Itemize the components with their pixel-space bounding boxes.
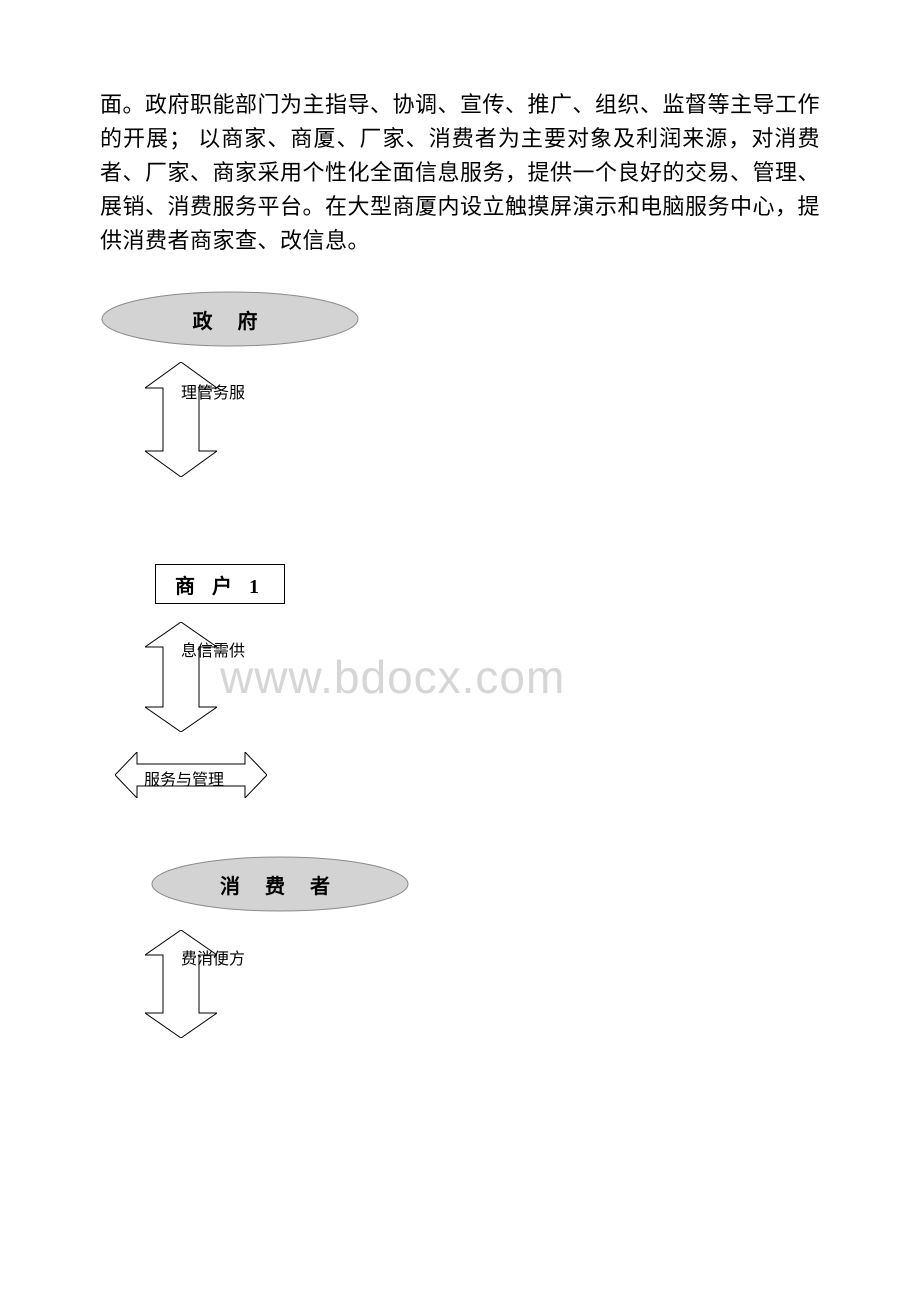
arrow-supply-demand [145,622,217,737]
arrow-service-management-label: 服务管理 [178,384,242,400]
watermark-text: www.bdocx.com [220,650,565,704]
node-government-label: 政 府 [100,290,360,348]
node-consumer: 消 费 者 [150,855,410,918]
arrow-service-management [145,362,217,482]
node-consumer-label: 消 费 者 [150,855,410,913]
node-merchant: 商 户 1 [155,564,285,604]
arrow-convenient-consumption-label: 方便消费 [178,950,242,966]
body-paragraph: 面。政府职能部门为主指导、协调、宣传、推广、组织、监督等主导工作的开展； 以商家… [100,88,820,258]
node-merchant-label: 商 户 1 [175,570,265,599]
double-arrow-vertical-icon [145,930,217,1038]
node-government: 政 府 [100,290,360,353]
arrow-convenient-consumption [145,930,217,1043]
arrow-service-and-management-label: 服务与管理 [144,766,224,790]
arrow-supply-demand-label: 供需信息 [178,642,242,658]
double-arrow-vertical-icon [145,362,217,477]
double-arrow-vertical-icon [145,622,217,732]
